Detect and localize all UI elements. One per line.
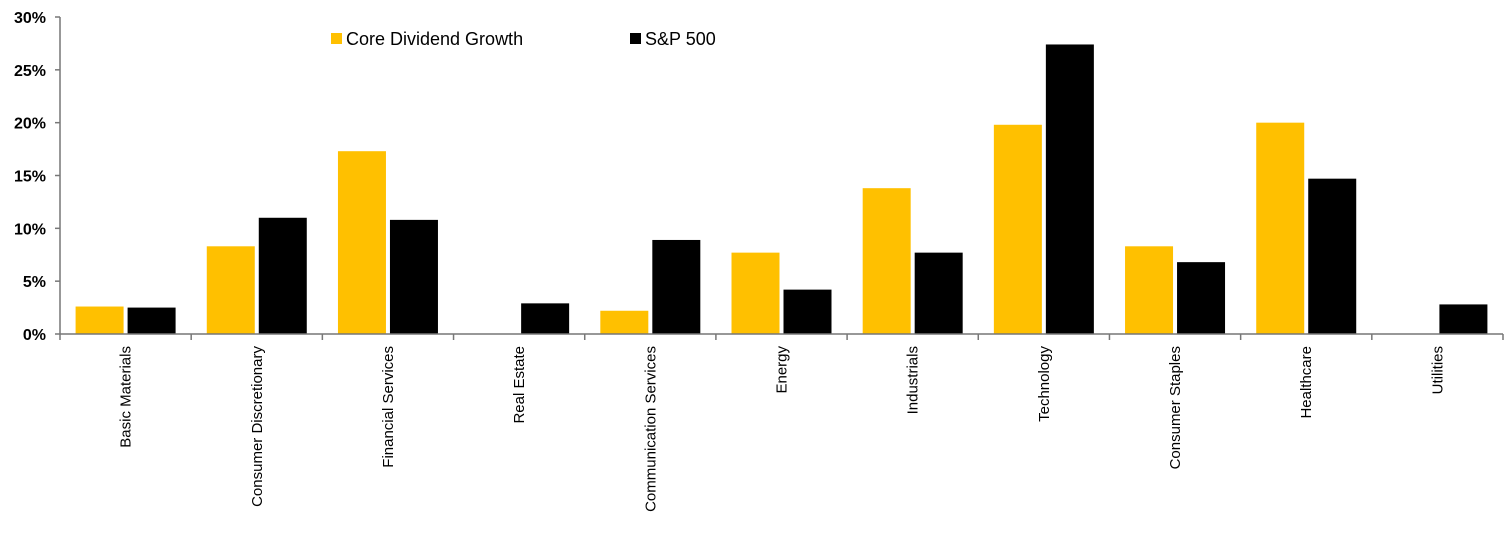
- bar-core-dividend-growth-9: [1256, 122, 1305, 335]
- bar-sp500-5: [783, 289, 832, 334]
- category-label: Healthcare: [1298, 346, 1315, 419]
- category-label: Industrials: [905, 346, 922, 414]
- bar-sp500-8: [1177, 262, 1226, 334]
- bar-core-dividend-growth-5: [731, 252, 780, 334]
- bar-core-dividend-growth-6: [862, 188, 911, 334]
- bar-core-dividend-growth-0: [75, 306, 124, 334]
- bar-core-dividend-growth-4: [600, 310, 649, 334]
- legend-swatch-core-dividend-growth: [331, 33, 342, 44]
- category-label: Technology: [1036, 346, 1053, 422]
- bar-core-dividend-growth-7: [993, 124, 1042, 334]
- category-label: Consumer Staples: [1167, 346, 1184, 469]
- legend-swatch-sp500: [630, 33, 641, 44]
- bar-core-dividend-growth-2: [337, 151, 386, 334]
- legend-label-sp500: S&P 500: [645, 29, 716, 49]
- y-tick-label: 30%: [14, 10, 46, 27]
- bar-sp500-10: [1439, 304, 1488, 334]
- bar-core-dividend-growth-1: [206, 246, 255, 334]
- category-label: Real Estate: [511, 346, 528, 424]
- category-label: Energy: [774, 346, 791, 394]
- bar-sp500-2: [389, 219, 438, 334]
- y-tick-label: 25%: [14, 63, 46, 80]
- bar-sp500-7: [1045, 44, 1094, 335]
- category-label: Consumer Discretionary: [249, 346, 266, 507]
- y-tick-label: 5%: [23, 274, 46, 291]
- bar-sp500-3: [521, 303, 570, 334]
- bar-sp500-1: [258, 217, 307, 334]
- y-tick-label: 20%: [14, 116, 46, 133]
- bar-sp500-4: [652, 239, 701, 334]
- category-label: Communication Services: [642, 346, 659, 512]
- category-label: Utilities: [1429, 346, 1446, 394]
- bar-sp500-0: [127, 307, 176, 334]
- y-tick-label: 0%: [23, 327, 46, 344]
- bars-group: [75, 44, 1488, 335]
- bar-sp500-9: [1308, 178, 1357, 334]
- legend-label-core-dividend-growth: Core Dividend Growth: [346, 29, 523, 49]
- category-label: Financial Services: [380, 346, 397, 468]
- legend: Core Dividend Growth S&P 500: [331, 29, 716, 49]
- category-labels-group: Basic Materials Consumer Discretionary Fin…: [118, 346, 1447, 512]
- y-ticks-group: 0% 5% 10% 15% 20% 25% 30%: [14, 10, 60, 344]
- y-tick-label: 15%: [14, 169, 46, 186]
- bar-sp500-6: [914, 252, 963, 334]
- y-tick-label: 10%: [14, 221, 46, 238]
- category-label: Basic Materials: [118, 346, 135, 448]
- bar-core-dividend-growth-8: [1125, 246, 1174, 334]
